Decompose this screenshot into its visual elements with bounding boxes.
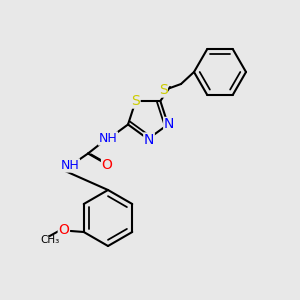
Text: NH: NH bbox=[99, 132, 117, 145]
Text: N: N bbox=[144, 133, 154, 147]
Text: S: S bbox=[131, 94, 140, 108]
Text: O: O bbox=[102, 158, 112, 172]
Text: O: O bbox=[58, 223, 69, 237]
Text: CH₃: CH₃ bbox=[40, 235, 59, 245]
Text: NH: NH bbox=[61, 159, 80, 172]
Text: S: S bbox=[159, 83, 167, 97]
Text: N: N bbox=[164, 118, 174, 131]
